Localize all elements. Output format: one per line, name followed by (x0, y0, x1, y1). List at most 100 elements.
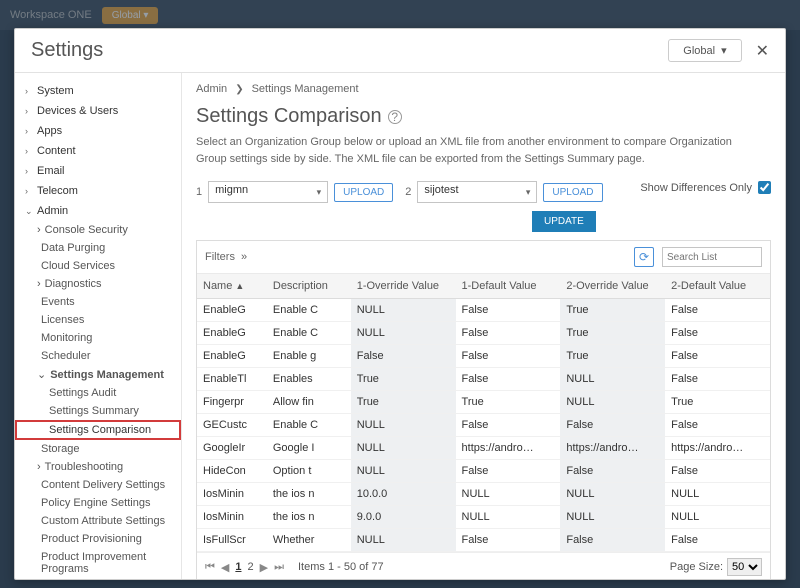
refresh-button[interactable]: ⟳ (634, 247, 654, 267)
top-scope-pill[interactable]: Global ▾ (102, 7, 159, 24)
nav-item-diagnostics[interactable]: › Diagnostics (15, 275, 181, 293)
nav-item-content-delivery-settings[interactable]: Content Delivery Settings (15, 476, 181, 494)
table-row[interactable]: EnableGEnable CNULLFalseTrueFalse (197, 299, 770, 322)
pager-page[interactable]: 1 (235, 561, 241, 573)
nav-item-console-security[interactable]: ›Console Security (15, 221, 181, 239)
table-row[interactable]: HideConOption tNULLFalseFalseFalse (197, 460, 770, 483)
cell-description: Allow fin (267, 391, 351, 414)
page-size-select[interactable]: 50 (727, 558, 762, 576)
cell-2-override: False (560, 529, 665, 552)
nav-group-email[interactable]: ›Email (15, 161, 181, 181)
table-row[interactable]: EnableGEnable gFalseFalseTrueFalse (197, 345, 770, 368)
settings-sidebar: ›System›Devices & Users›Apps›Content›Ema… (15, 73, 182, 579)
og2-select[interactable]: sijotest ▾ (417, 181, 537, 203)
table-row[interactable]: IosMininthe ios n9.0.0NULLNULLNULL (197, 506, 770, 529)
expand-icon: » (241, 251, 247, 263)
col-2-override[interactable]: 2-Override Value (560, 274, 665, 299)
nav-label: Devices & Users (37, 105, 118, 117)
col-1-default[interactable]: 1-Default Value (456, 274, 561, 299)
nav-item-storage[interactable]: Storage (15, 440, 181, 458)
nav-item-monitoring[interactable]: Monitoring (15, 329, 181, 347)
show-diff-label: Show Differences Only (640, 182, 752, 194)
table-row[interactable]: EnableTlEnablesTrueFalseNULLFalse (197, 368, 770, 391)
nav-item-scheduler[interactable]: Scheduler (15, 347, 181, 365)
col-description[interactable]: Description (267, 274, 351, 299)
pager-next-icon[interactable]: ▶ (260, 561, 268, 574)
breadcrumb-item[interactable]: Admin (196, 83, 227, 95)
table-row[interactable]: IsFullScrWhetherNULLFalseFalseFalse (197, 529, 770, 552)
nav-item-policy-engine-settings[interactable]: Policy Engine Settings (15, 494, 181, 512)
cell-2-default: False (665, 322, 770, 345)
nav-group-telecom[interactable]: ›Telecom (15, 181, 181, 201)
nav-group-installation[interactable]: ›Installation (15, 578, 181, 579)
nav-item-events[interactable]: Events (15, 293, 181, 311)
nav-group-admin[interactable]: ⌄Admin (15, 201, 181, 221)
nav-item-troubleshooting[interactable]: › Troubleshooting (15, 458, 181, 476)
col-1-override[interactable]: 1-Override Value (351, 274, 456, 299)
nav-item-custom-attribute-settings[interactable]: Custom Attribute Settings (15, 512, 181, 530)
cell-1-override: True (351, 368, 456, 391)
nav-label: Policy Engine Settings (41, 497, 150, 509)
nav-item-settings-comparison[interactable]: Settings Comparison (15, 420, 181, 440)
search-input[interactable] (662, 247, 762, 267)
pager-last-icon[interactable]: ⏭ (274, 561, 284, 574)
cell-1-default: False (456, 460, 561, 483)
update-button[interactable]: UPDATE (532, 211, 596, 232)
cell-2-override: NULL (560, 391, 665, 414)
cell-name: IsFullScr (197, 529, 267, 552)
cell-name: IosMinin (197, 506, 267, 529)
breadcrumb-item[interactable]: Settings Management (252, 83, 359, 95)
pager-prev-icon[interactable]: ◀ (221, 561, 229, 574)
nav-label: Settings Management (50, 369, 164, 381)
table-row[interactable]: EnableGEnable CNULLFalseTrueFalse (197, 322, 770, 345)
nav-item-settings-audit[interactable]: Settings Audit (15, 384, 181, 402)
nav-label: Troubleshooting (45, 461, 123, 473)
nav-item-licenses[interactable]: Licenses (15, 311, 181, 329)
nav-label: Email (37, 165, 65, 177)
nav-group-system[interactable]: ›System (15, 81, 181, 101)
show-diff-checkbox[interactable] (758, 181, 771, 194)
table-row[interactable]: FingerprAllow finTrueTrueNULLTrue (197, 391, 770, 414)
col-2-default[interactable]: 2-Default Value (665, 274, 770, 299)
nav-label: Licenses (41, 314, 84, 326)
nav-item-cloud-services[interactable]: Cloud Services (15, 257, 181, 275)
filters-toggle[interactable]: Filters » (205, 251, 247, 263)
chevron-right-icon: › (25, 106, 33, 116)
chevron-right-icon: › (37, 278, 41, 290)
nav-label: System (37, 85, 74, 97)
scope-label: Global (683, 45, 715, 57)
nav-item-product-provisioning[interactable]: Product Provisioning (15, 530, 181, 548)
table-row[interactable]: GECustcEnable CNULLFalseFalseFalse (197, 414, 770, 437)
nav-group-content[interactable]: ›Content (15, 141, 181, 161)
modal-title: Settings (31, 39, 103, 62)
col-name[interactable]: Name▲ (197, 274, 267, 299)
nav-item-settings-management[interactable]: ⌄Settings Management (15, 365, 181, 384)
table-row[interactable]: IosMininthe ios n10.0.0NULLNULLNULL (197, 483, 770, 506)
pager-first-icon[interactable]: ⏮ (205, 561, 215, 574)
help-icon[interactable]: ? (388, 110, 402, 124)
scope-selector[interactable]: Global ▾ (668, 39, 741, 62)
nav-item-product-improvement-programs[interactable]: Product Improvement Programs (15, 548, 181, 578)
cell-1-override: NULL (351, 414, 456, 437)
cell-1-default: False (456, 368, 561, 391)
pager-page[interactable]: 2 (248, 561, 254, 573)
nav-item-data-purging[interactable]: Data Purging (15, 239, 181, 257)
table-row[interactable]: GoogleIrGoogle INULLhttps://andro…https:… (197, 437, 770, 460)
close-icon[interactable]: ✕ (756, 41, 769, 61)
nav-label: Diagnostics (45, 278, 102, 290)
cell-name: Fingerpr (197, 391, 267, 414)
cell-1-default: False (456, 299, 561, 322)
chevron-right-icon: › (37, 461, 41, 473)
og2-upload-button[interactable]: UPLOAD (543, 183, 602, 202)
og1-select[interactable]: migmn ▾ (208, 181, 328, 203)
cell-1-override: 10.0.0 (351, 483, 456, 506)
cell-2-default: False (665, 414, 770, 437)
cell-2-override: https://andro… (560, 437, 665, 460)
cell-2-override: False (560, 460, 665, 483)
og1-upload-button[interactable]: UPLOAD (334, 183, 393, 202)
nav-group-apps[interactable]: ›Apps (15, 121, 181, 141)
nav-item-settings-summary[interactable]: Settings Summary (15, 402, 181, 420)
nav-label: Data Purging (41, 242, 105, 254)
nav-group-devices-users[interactable]: › Devices & Users (15, 101, 181, 121)
nav-label: Storage (41, 443, 80, 455)
